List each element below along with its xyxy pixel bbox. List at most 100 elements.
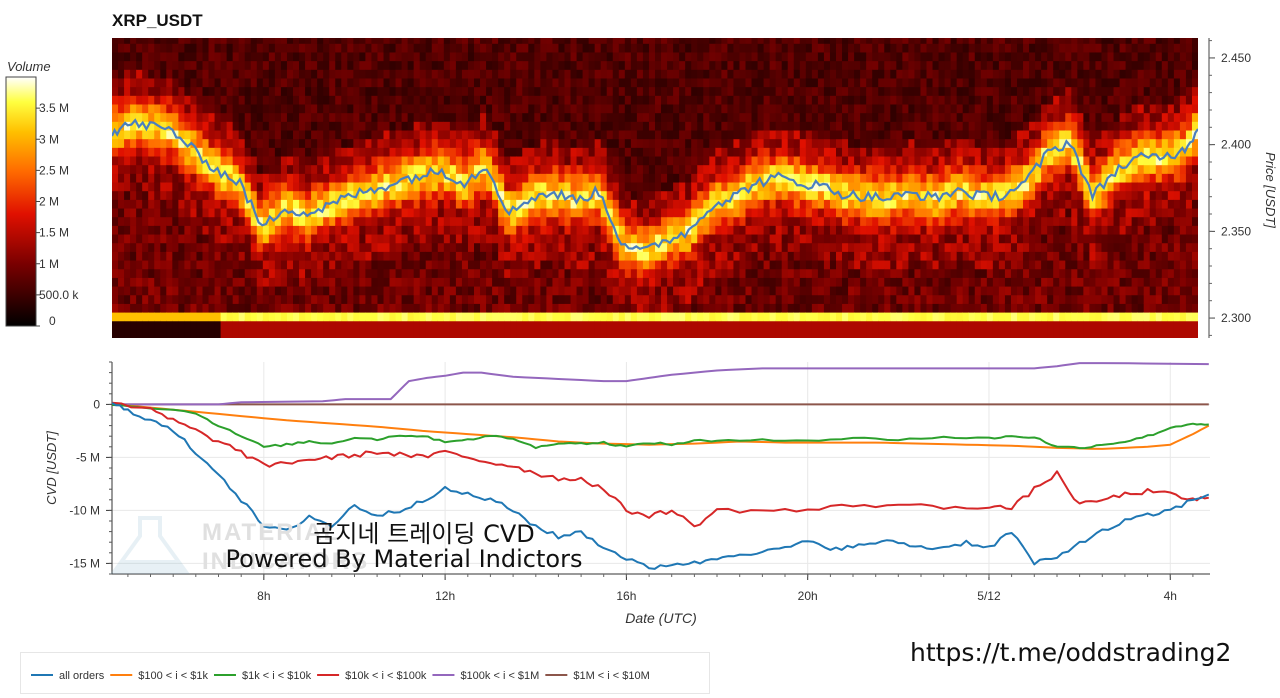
heatmap-cell <box>148 87 155 96</box>
heatmap-cell <box>474 156 481 165</box>
heatmap-cell <box>269 61 276 70</box>
heatmap-cell <box>281 165 288 174</box>
heatmap-cell <box>661 321 668 330</box>
heatmap-cell <box>209 35 216 44</box>
heatmap-cell <box>148 225 155 234</box>
heatmap-cell <box>667 52 674 61</box>
heatmap-cell <box>752 113 759 122</box>
heatmap-cell <box>112 121 119 130</box>
heatmap-cell <box>420 104 427 113</box>
heatmap-cell <box>239 78 246 87</box>
heatmap-cell <box>552 312 559 321</box>
heatmap-cell <box>136 321 143 330</box>
heatmap-cell <box>643 251 650 260</box>
heatmap-cell <box>655 156 662 165</box>
heatmap-cell <box>154 104 161 113</box>
heatmap-cell <box>402 35 409 44</box>
heatmap-cell <box>329 303 336 312</box>
heatmap-cell <box>178 87 185 96</box>
heatmap-cell <box>667 78 674 87</box>
heatmap-cell <box>148 130 155 139</box>
heatmap-cell <box>184 312 191 321</box>
heatmap-cell <box>227 52 234 61</box>
heatmap-cell <box>203 286 210 295</box>
heatmap-cell <box>703 251 710 260</box>
heatmap-cell <box>160 182 167 191</box>
heatmap-cell <box>788 286 795 295</box>
heatmap-cell <box>402 217 409 226</box>
heatmap-cell <box>257 303 264 312</box>
heatmap-cell <box>631 182 638 191</box>
heatmap-cell <box>619 312 626 321</box>
heatmap-cell <box>703 121 710 130</box>
heatmap-cell <box>335 95 342 104</box>
heatmap-cell <box>347 35 354 44</box>
heatmap-cell <box>112 147 119 156</box>
heatmap-cell <box>528 182 535 191</box>
heatmap-cell <box>281 303 288 312</box>
heatmap-cell <box>589 87 596 96</box>
heatmap-cell <box>402 61 409 70</box>
heatmap-cell <box>444 234 451 243</box>
heatmap-cell <box>860 156 867 165</box>
heatmap-cell <box>371 234 378 243</box>
heatmap-cell <box>951 139 958 148</box>
heatmap-cell <box>770 269 777 278</box>
heatmap-cell <box>752 321 759 330</box>
heatmap-cell <box>251 277 258 286</box>
heatmap-cell <box>148 191 155 200</box>
heatmap-cell <box>347 121 354 130</box>
heatmap-cell <box>317 113 324 122</box>
heatmap-cell <box>703 52 710 61</box>
heatmap-cell <box>655 295 662 304</box>
heatmap-cell <box>396 191 403 200</box>
heatmap-cell <box>794 208 801 217</box>
heatmap-cell <box>438 260 445 269</box>
heatmap-cell <box>384 121 391 130</box>
heatmap-cell <box>269 234 276 243</box>
heatmap-cell <box>486 277 493 286</box>
heatmap-cell <box>377 260 384 269</box>
heatmap-cell <box>872 35 879 44</box>
heatmap-cell <box>878 217 885 226</box>
heatmap-cell <box>637 277 644 286</box>
heatmap-cell <box>583 69 590 78</box>
heatmap-cell <box>414 321 421 330</box>
heatmap-cell <box>420 78 427 87</box>
heatmap-cell <box>396 277 403 286</box>
heatmap-cell <box>679 329 686 338</box>
heatmap-cell <box>872 87 879 96</box>
heatmap-cell <box>492 69 499 78</box>
heatmap-cell <box>571 87 578 96</box>
heatmap-cell <box>673 295 680 304</box>
heatmap-cell <box>426 35 433 44</box>
heatmap-cell <box>878 234 885 243</box>
heatmap-cell <box>649 234 656 243</box>
heatmap-cell <box>824 191 831 200</box>
heatmap-cell <box>504 251 511 260</box>
heatmap-cell <box>516 95 523 104</box>
heatmap-cell <box>800 217 807 226</box>
heatmap-cell <box>251 191 258 200</box>
heatmap-cell <box>655 52 662 61</box>
heatmap-cell <box>522 321 529 330</box>
heatmap-cell <box>233 243 240 252</box>
heatmap-cell <box>752 260 759 269</box>
heatmap-cell <box>920 321 927 330</box>
heatmap-cell <box>758 121 765 130</box>
heatmap-cell <box>619 217 626 226</box>
heatmap-cell <box>655 69 662 78</box>
heatmap-cell <box>908 35 915 44</box>
heatmap-cell <box>432 243 439 252</box>
heatmap-cell <box>438 156 445 165</box>
heatmap-cell <box>311 321 318 330</box>
heatmap-cell <box>450 104 457 113</box>
heatmap-cell <box>166 104 173 113</box>
heatmap-cell <box>184 52 191 61</box>
heatmap-cell <box>667 260 674 269</box>
heatmap-cell <box>257 165 264 174</box>
heatmap-cell <box>184 69 191 78</box>
heatmap-cell <box>203 208 210 217</box>
heatmap-cell <box>438 269 445 278</box>
heatmap-cell <box>794 43 801 52</box>
